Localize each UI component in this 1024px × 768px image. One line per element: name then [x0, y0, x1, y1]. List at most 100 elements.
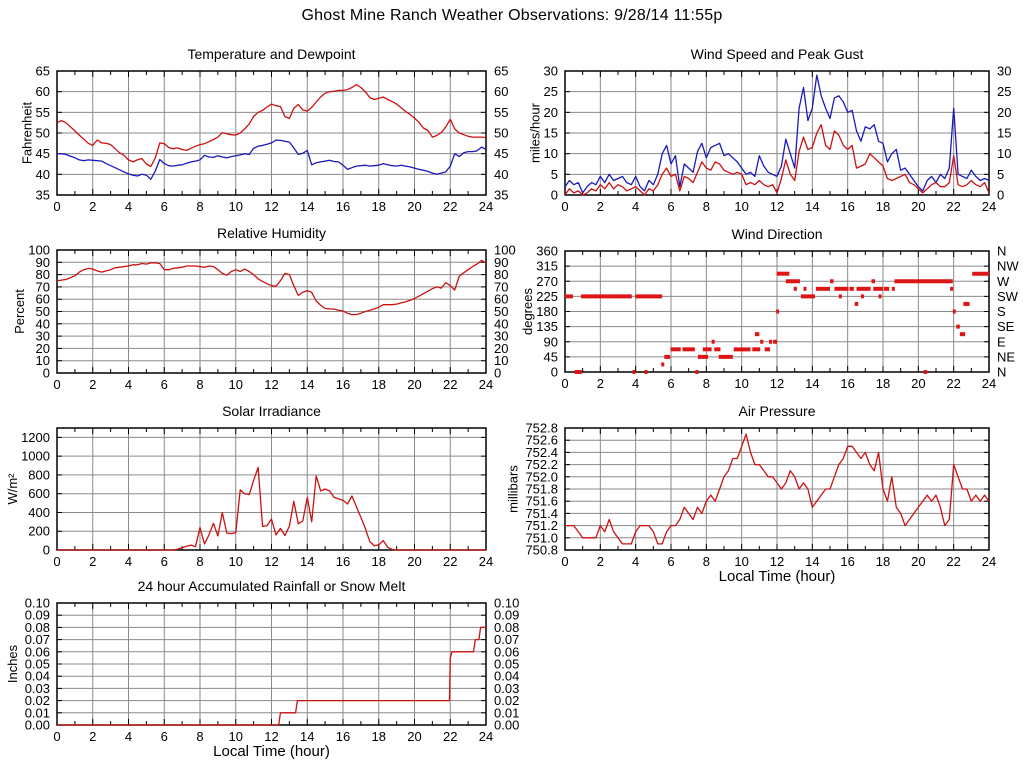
x-tick-label: 22 — [946, 376, 960, 391]
y-tick-label-right: S — [997, 304, 1006, 319]
y-tick-label: 0.10 — [25, 596, 50, 611]
y-axis-label: Percent — [12, 289, 27, 334]
y-tick-label: 360 — [536, 244, 558, 259]
x-tick-label: 6 — [161, 199, 168, 214]
x-tick-label: 24 — [479, 554, 493, 569]
y-tick-label: 0 — [551, 188, 558, 203]
y-tick-label: 752.0 — [525, 469, 558, 484]
y-tick-label: 100 — [28, 243, 50, 258]
y-tick-label: 751.0 — [525, 530, 558, 545]
y-tick-label-right: 0.03 — [494, 681, 519, 696]
x-tick-label: 12 — [770, 554, 784, 569]
x-tick-label: 22 — [946, 554, 960, 569]
y-tick-label-right: 40 — [494, 167, 508, 182]
x-tick-label: 0 — [561, 554, 568, 569]
y-tick-label-right: 30 — [997, 64, 1011, 79]
y-tick-label: 1000 — [21, 449, 50, 464]
x-tick-label: 0 — [561, 376, 568, 391]
y-tick-label-right: 0.09 — [494, 608, 519, 623]
y-tick-label: 0 — [551, 365, 558, 380]
y-tick-label: 800 — [28, 467, 50, 482]
series-relative-humidity — [56, 259, 487, 316]
y-tick-label: 751.4 — [525, 506, 558, 521]
x-tick-label: 16 — [336, 377, 350, 392]
x-tick-label: 6 — [161, 377, 168, 392]
x-tick-label: 18 — [876, 199, 890, 214]
y-tick-label: 225 — [536, 289, 558, 304]
chart-title: Solar Irradiance — [222, 403, 321, 419]
x-tick-label: 18 — [372, 554, 386, 569]
y-tick-label: 0.03 — [25, 681, 50, 696]
x-tick-label: 18 — [876, 554, 890, 569]
x-tick-label: 2 — [597, 376, 604, 391]
y-tick-label: 10 — [544, 146, 558, 161]
x-tick-label: 6 — [667, 554, 674, 569]
y-tick-label-right: 0.06 — [494, 644, 519, 659]
chart-title: Wind Speed and Peak Gust — [691, 46, 864, 62]
y-axis-label: W/m² — [5, 473, 20, 505]
x-tick-label: 20 — [407, 377, 421, 392]
x-tick-label: 6 — [161, 554, 168, 569]
y-tick-label-right: SW — [997, 289, 1019, 304]
y-axis-label: millibars — [506, 465, 521, 513]
x-tick-label: 2 — [597, 554, 604, 569]
y-tick-label: 0.06 — [25, 644, 50, 659]
y-axis-label: miles/hour — [527, 102, 542, 163]
x-tick-label: 8 — [196, 199, 203, 214]
series-accumulated-rainfall — [57, 626, 486, 726]
x-tick-label: 8 — [196, 554, 203, 569]
chart-title: Temperature and Dewpoint — [187, 46, 355, 62]
x-tick-label: 10 — [229, 729, 243, 744]
x-tick-label: 2 — [89, 554, 96, 569]
y-tick-label-right: 70 — [494, 279, 508, 294]
y-tick-label: 45 — [36, 146, 50, 161]
x-tick-label: 20 — [407, 729, 421, 744]
x-tick-label: 6 — [667, 376, 674, 391]
y-tick-label-right: 60 — [494, 292, 508, 307]
y-tick-label: 65 — [36, 64, 50, 79]
y-tick-label: 751.6 — [525, 494, 558, 509]
y-tick-label-right: 10 — [997, 146, 1011, 161]
page-title: Ghost Mine Ranch Weather Observations: 9… — [301, 7, 723, 24]
y-tick-label-right: 0 — [494, 366, 501, 381]
y-tick-label-right: 65 — [494, 64, 508, 79]
y-tick-label-right: 0.04 — [494, 669, 519, 684]
x-tick-label: 22 — [443, 554, 457, 569]
x-tick-label: 22 — [443, 199, 457, 214]
y-tick-label: 20 — [544, 105, 558, 120]
y-tick-label: 0 — [43, 366, 50, 381]
y-tick-label: 35 — [36, 188, 50, 203]
x-tick-label: 14 — [300, 199, 314, 214]
y-tick-label: 750.8 — [525, 543, 558, 558]
series-wind-speed — [564, 124, 990, 196]
x-tick-label: 24 — [479, 199, 493, 214]
y-tick-label-right: 20 — [494, 341, 508, 356]
x-tick-label: 10 — [229, 199, 243, 214]
y-tick-label: 752.2 — [525, 457, 558, 472]
x-tick-label: 24 — [479, 729, 493, 744]
y-tick-label: 0.00 — [25, 718, 50, 733]
x-tick-label: 4 — [125, 377, 132, 392]
y-tick-label: 40 — [36, 316, 50, 331]
y-tick-label: 200 — [28, 524, 50, 539]
y-tick-label-right: 45 — [494, 146, 508, 161]
x-tick-label: 14 — [300, 377, 314, 392]
x-tick-label: 24 — [982, 199, 996, 214]
y-tick-label: 400 — [28, 505, 50, 520]
y-tick-label: 0.08 — [25, 620, 50, 635]
x-tick-label: 8 — [196, 729, 203, 744]
y-tick-label: 0.05 — [25, 657, 50, 672]
x-tick-label: 12 — [770, 199, 784, 214]
y-tick-label: 752.4 — [525, 445, 558, 460]
x-tick-label: 8 — [703, 199, 710, 214]
y-tick-label: 0.04 — [25, 669, 50, 684]
x-tick-label: 6 — [161, 729, 168, 744]
x-tick-label: 16 — [336, 554, 350, 569]
x-axis-label: Local Time (hour) — [213, 743, 330, 760]
y-tick-label-right: 10 — [494, 353, 508, 368]
y-tick-label-right: 0.05 — [494, 657, 519, 672]
